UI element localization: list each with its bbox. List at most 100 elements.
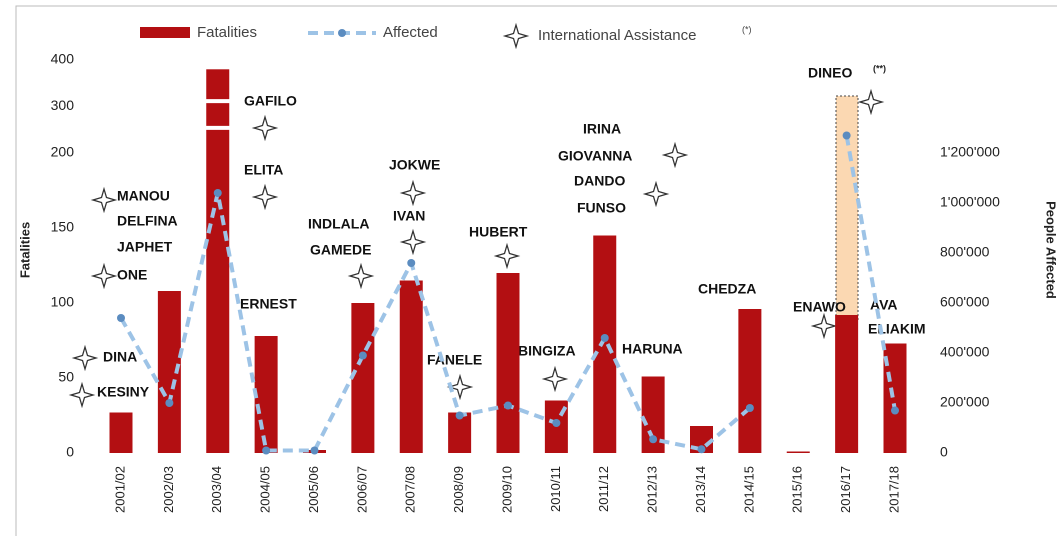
assistance-star (493, 242, 521, 270)
bar (738, 309, 762, 453)
legend: Fatalities Affected International Assist… (140, 24, 752, 44)
cyclone-label: JAPHET (117, 239, 173, 255)
bar (883, 343, 907, 453)
x-tick-label: 2016/17 (838, 466, 853, 513)
cyclone-label: CHEDZA (698, 281, 756, 297)
affected-point (407, 259, 416, 267)
cyclone-label: IRINA (583, 121, 621, 137)
bar (254, 336, 278, 453)
affected-point (649, 435, 658, 444)
y2-tick-label: 1'000'000 (940, 194, 1000, 210)
cyclone-label: KESINY (97, 384, 150, 400)
bar (109, 412, 133, 453)
x-tick-label: 2014/15 (741, 466, 756, 513)
bar (351, 303, 375, 453)
affected-point (358, 351, 367, 360)
assistance-star (857, 88, 885, 116)
bar (448, 412, 472, 453)
affected-line (119, 191, 752, 453)
assistance-star (251, 114, 279, 142)
cyclone-label: ENAWO (793, 299, 846, 315)
affected-line (844, 135, 897, 411)
assistance-star (347, 262, 375, 290)
affected-point (745, 404, 754, 412)
bar (593, 235, 617, 453)
assistance-star (251, 183, 279, 211)
x-tick-label: 2013/14 (693, 466, 708, 513)
x-tick-label: 2010/11 (548, 466, 563, 512)
cyclone-label: DINEO (808, 65, 852, 81)
assistance-star (71, 344, 99, 372)
y-tick-label: 300 (51, 97, 75, 113)
affected-point (262, 446, 271, 455)
legend-swatch (140, 27, 190, 38)
x-tick-label: 2015/16 (790, 466, 805, 513)
y-tick-label: 150 (51, 219, 75, 235)
cyclone-label: JOKWE (389, 157, 440, 173)
cyclone-label: FUNSO (577, 200, 626, 216)
y2-axis-label: People Affected (1044, 201, 1057, 299)
assistance-star (399, 179, 427, 207)
affected-point (117, 314, 125, 322)
assistance-star (642, 180, 670, 208)
y-tick-label: 0 (66, 444, 74, 460)
affected-point (310, 446, 319, 455)
cyclone-label: GIOVANNA (558, 148, 632, 164)
x-tick-label: 2005/06 (306, 466, 321, 513)
x-tick-label: 2006/07 (354, 466, 369, 513)
y-tick-label: 100 (51, 294, 75, 310)
y2-tick-label: 200'000 (940, 394, 990, 410)
cyclone-label: ELITA (244, 162, 283, 178)
highlight-box (835, 95, 859, 321)
x-tick-label: 2001/02 (112, 466, 127, 513)
affected-point (455, 411, 464, 420)
cyclone-superscript: (**) (873, 63, 886, 73)
cyclone-label: ERNEST (240, 296, 297, 312)
bar (786, 451, 810, 453)
cyclone-label: FANELE (427, 352, 482, 368)
y-tick-label: 200 (51, 144, 75, 160)
affected-point (213, 189, 222, 197)
assistance-star (446, 373, 474, 401)
y2-tick-label: 800'000 (940, 244, 990, 260)
frame (15, 5, 1057, 536)
bar (641, 376, 665, 453)
assistance-star (90, 186, 118, 214)
affected-point (552, 419, 561, 427)
y-tick-label: 400 (51, 51, 75, 67)
y2-tick-label: 400'000 (940, 344, 990, 360)
x-tick-label: 2009/10 (499, 466, 514, 513)
cyclone-label: BINGIZA (518, 343, 576, 359)
cyclone-label: DELFINA (117, 213, 178, 229)
cyclone-label: GAMEDE (310, 242, 371, 258)
assistance-star (502, 22, 530, 50)
legend-label: International Assistance (538, 27, 696, 44)
affected-point (842, 131, 851, 140)
affected-point (600, 334, 609, 342)
cyclone-label: DANDO (574, 173, 625, 189)
cyclone-label: HUBERT (469, 224, 528, 240)
legend-superscript: (*) (742, 24, 752, 34)
cyclone-label: ELIAKIM (868, 321, 926, 337)
x-tick-label: 2002/03 (161, 466, 176, 513)
cyclone-label: ONE (117, 267, 147, 283)
assistance-star (810, 312, 838, 340)
x-tick-label: 2011/12 (596, 466, 611, 512)
assistance-star (661, 141, 689, 169)
legend-label: Affected (383, 24, 438, 41)
bar (206, 69, 230, 454)
assistance-star (68, 381, 96, 409)
x-tick-label: 2004/05 (258, 466, 273, 513)
cyclone-label: MANOU (117, 188, 170, 204)
cyclone-label: DINA (103, 349, 137, 365)
legend-label: Fatalities (197, 24, 257, 41)
affected-point (697, 445, 706, 454)
cyclone-label: GAFILO (244, 93, 297, 109)
y-axis-label: Fatalities (17, 222, 32, 278)
y2-tick-label: 0 (940, 444, 948, 460)
y-tick-label: 50 (58, 369, 74, 385)
bar (496, 273, 520, 453)
affected-point (891, 406, 899, 415)
